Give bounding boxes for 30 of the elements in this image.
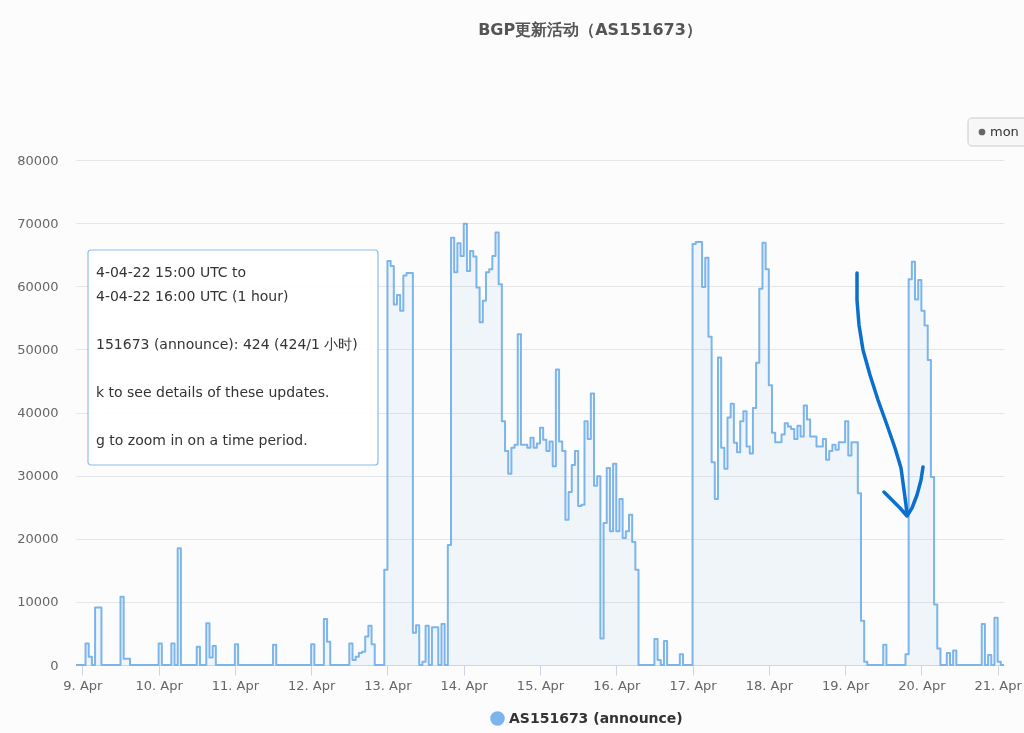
annotation: 151673 (announce): 424 (424/1 小时) xyxy=(96,336,358,352)
annotation: 4-04-22 16:00 UTC (1 hour) xyxy=(96,288,289,304)
y-tick-label: 20000 xyxy=(17,531,59,547)
x-tick-label: 20. Apr xyxy=(898,677,947,693)
x-tick-label: 17. Apr xyxy=(669,677,718,693)
x-tick-label: 9. Apr xyxy=(63,677,104,693)
y-tick-label: 70000 xyxy=(17,215,59,231)
y-tick-label: 0 xyxy=(50,657,59,673)
x-tick-label: 11. Apr xyxy=(211,677,260,693)
x-tick-label: 10. Apr xyxy=(135,677,184,693)
x-tick-label: 21. Apr xyxy=(974,677,1023,693)
chart-title: BGP更新活动（AS151673） xyxy=(478,19,702,39)
x-tick-label: 16. Apr xyxy=(593,677,642,693)
y-tick-label: 60000 xyxy=(17,278,59,294)
annotation: 4-04-22 15:00 UTC to xyxy=(96,264,247,280)
y-tick-label: 50000 xyxy=(17,341,59,357)
legend-label: AS151673 (announce) xyxy=(509,709,683,726)
x-tick-label: 12. Apr xyxy=(288,677,336,693)
y-tick-label: 80000 xyxy=(17,152,59,168)
annotation: k to see details of these updates. xyxy=(96,384,330,400)
y-tick-label: 10000 xyxy=(17,594,59,610)
x-tick-label: 18. Apr xyxy=(745,677,794,693)
x-tick-label: 19. Apr xyxy=(821,677,870,693)
x-tick-label: 13. Apr xyxy=(364,677,413,693)
y-tick-label: 40000 xyxy=(17,405,59,420)
annotation: g to zoom in on a time period. xyxy=(96,432,308,448)
y-tick-label: 30000 xyxy=(17,468,59,484)
x-tick-label: 14. Apr xyxy=(440,677,489,693)
text: mon xyxy=(990,124,1019,139)
x-tick-label: 15. Apr xyxy=(516,677,565,693)
